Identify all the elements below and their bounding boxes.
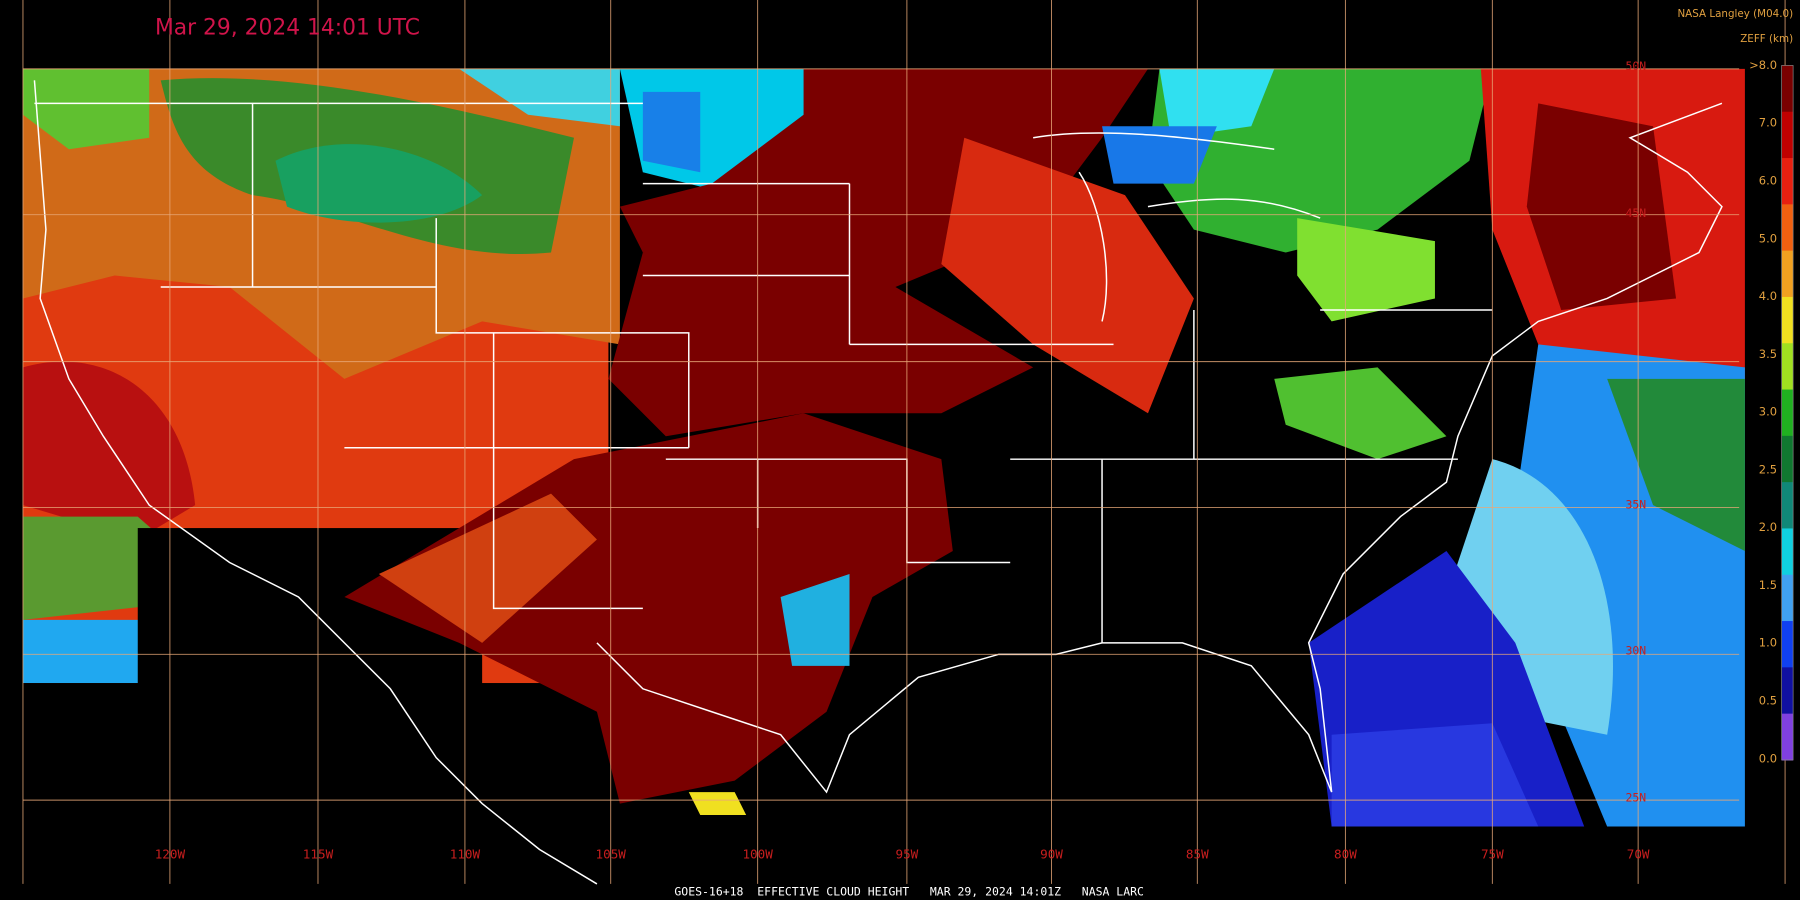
colorbar-swatch [1781, 343, 1794, 391]
longitude-label: 115W [303, 847, 334, 862]
longitude-label: 95W [895, 847, 918, 862]
latitude-label: 30N [1625, 643, 1646, 657]
longitude-label: 70W [1627, 847, 1650, 862]
graticule [22, 0, 1786, 884]
colorbar-label: 3.5 [1759, 347, 1777, 361]
longitude-label: 85W [1186, 847, 1209, 862]
longitude-label: 105W [596, 847, 627, 862]
longitude-label: 90W [1040, 847, 1063, 862]
colorbar-swatch [1781, 621, 1794, 668]
colorbar-swatch [1781, 482, 1794, 530]
colorbar-label: 3.0 [1759, 405, 1777, 419]
colorbar-label: 5.0 [1759, 231, 1777, 245]
colorbar-swatch [1781, 528, 1794, 576]
colorbar-label: 0.5 [1759, 694, 1777, 708]
colorbar-label: >8.0 [1749, 58, 1777, 72]
source: NASA Langley (M04.0) [1677, 8, 1793, 20]
longitude-label: 110W [450, 847, 481, 862]
colorbar-label: 0.0 [1759, 751, 1777, 765]
colorbar-swatch [1781, 389, 1794, 437]
colorbar-label: 1.0 [1759, 636, 1777, 650]
title: Mar 29, 2024 14:01 UTC [155, 16, 420, 41]
legend-title: ZEFF (km) [1740, 33, 1793, 45]
labels: 120W 115W 110W 105W 100W 95W 90W 85W 80W 75W 70W 50… [155, 59, 1650, 862]
longitude-label: 100W [742, 847, 773, 862]
latitude-label: 25N [1625, 790, 1646, 804]
colorbar-label: 4.0 [1759, 289, 1777, 303]
colorbar-swatch [1781, 111, 1794, 159]
colorbar-swatch [1781, 713, 1794, 761]
colorbar-swatch [1781, 667, 1794, 715]
longitude-label: 120W [155, 847, 186, 862]
latitude-label: 35N [1625, 498, 1646, 512]
colorbar: >8.0 7.0 6.0 5.0 4.0 3.5 3.0 2.5 2.0 1.5 1.0 0.5 0.0 [1749, 58, 1794, 765]
cloud-field [22, 68, 1745, 827]
colorbar-swatch [1781, 158, 1794, 205]
colorbar-swatch [1781, 296, 1794, 344]
colorbar-label: 7.0 [1759, 116, 1777, 130]
colorbar-label: 2.0 [1759, 520, 1777, 534]
colorbar-label: 2.5 [1759, 462, 1777, 476]
borders [33, 80, 1723, 885]
colorbar-swatch [1781, 204, 1794, 252]
colorbar-label: 6.0 [1759, 173, 1777, 187]
colorbar-frame [1781, 65, 1794, 761]
colorbar-swatch [1781, 250, 1794, 298]
colorbar-swatch [1781, 435, 1794, 483]
latitude-label: 45N [1625, 206, 1646, 220]
colorbar-swatch [1781, 574, 1794, 622]
latitude-label: 50N [1625, 59, 1646, 73]
longitude-label: 75W [1481, 847, 1504, 862]
longitude-label: 80W [1334, 847, 1357, 862]
caption: GOES-16+18 EFFECTIVE CLOUD HEIGHT MAR 29… [674, 884, 1144, 898]
colorbar-swatch [1781, 65, 1794, 113]
colorbar-label: 1.5 [1759, 578, 1777, 592]
